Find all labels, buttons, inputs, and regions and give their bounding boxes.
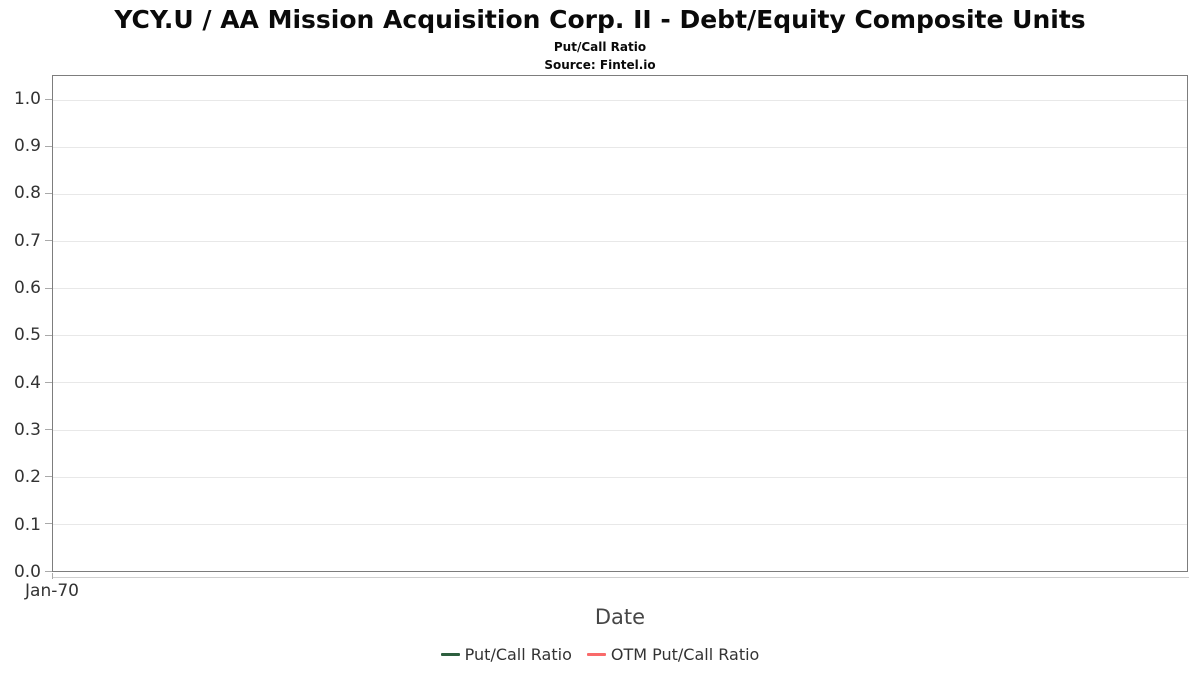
- legend-label: OTM Put/Call Ratio: [610, 645, 760, 664]
- legend-label: Put/Call Ratio: [464, 645, 572, 664]
- gridline: [53, 476, 1187, 478]
- y-axis-tick: [45, 334, 52, 336]
- y-axis-tick-label: 0.5: [13, 325, 41, 346]
- legend-item[interactable]: OTM Put/Call Ratio: [586, 645, 760, 664]
- plot-area: [45, 75, 1188, 572]
- y-axis-tick: [45, 193, 52, 195]
- chart-title: YCY.U / AA Mission Acquisition Corp. II …: [114, 5, 1086, 34]
- y-axis-tick-label: 0.3: [13, 420, 41, 440]
- y-axis-tick: [45, 240, 52, 242]
- gridline: [53, 241, 1187, 242]
- chart-source: Source: Fintel.io: [544, 58, 656, 72]
- gridline: [53, 429, 1187, 431]
- title-block: YCY.U / AA Mission Acquisition Corp. II …: [0, 0, 1200, 72]
- y-axis-tick-label: 0.6: [13, 278, 41, 298]
- y-axis-tick-label: 1.0: [13, 88, 41, 109]
- y-axis-tick-label: 0.1: [13, 514, 41, 535]
- gridline: [53, 335, 1187, 337]
- gridline: [53, 99, 1187, 101]
- y-axis-tick: [45, 476, 52, 478]
- chart-subtitle: Put/Call Ratio: [553, 40, 647, 54]
- legend-swatch-icon: [440, 653, 460, 656]
- gridline: [53, 288, 1187, 290]
- y-axis-tick: [45, 570, 52, 572]
- x-axis-tick-label: Jan-70: [25, 581, 79, 601]
- gridline: [53, 193, 1187, 195]
- y-axis-tick-label: 0.0: [13, 562, 41, 582]
- x-axis-title: Date: [594, 605, 646, 629]
- y-axis-tick: [45, 381, 52, 383]
- y-axis-tick: [45, 99, 52, 101]
- y-axis-tick-label: 0.4: [13, 372, 41, 393]
- gridline: [53, 382, 1187, 384]
- y-axis-tick-label: 0.9: [13, 136, 41, 156]
- legend-item[interactable]: Put/Call Ratio: [440, 645, 572, 664]
- y-axis-tick: [45, 287, 52, 289]
- gridline: [53, 146, 1187, 148]
- y-axis-tick: [45, 523, 52, 525]
- x-axis-line: [52, 577, 1189, 578]
- y-axis-tick-label: 0.8: [13, 183, 41, 204]
- y-axis-tick: [45, 429, 52, 431]
- y-axis-tick: [45, 146, 52, 148]
- y-axis: 1.0 0.9 0.8 0.7 0.6 0.5 0.4 0.3 0.2 0.1 0.0: [0, 75, 44, 582]
- y-axis-tick-label: 0.2: [13, 467, 41, 488]
- legend-swatch-icon: [586, 653, 606, 656]
- legend: Put/Call Ratio OTM Put/Call Ratio: [0, 645, 1200, 664]
- x-axis-tick: [52, 573, 53, 579]
- gridline: [53, 523, 1187, 525]
- y-axis-tick-label: 0.7: [13, 230, 41, 251]
